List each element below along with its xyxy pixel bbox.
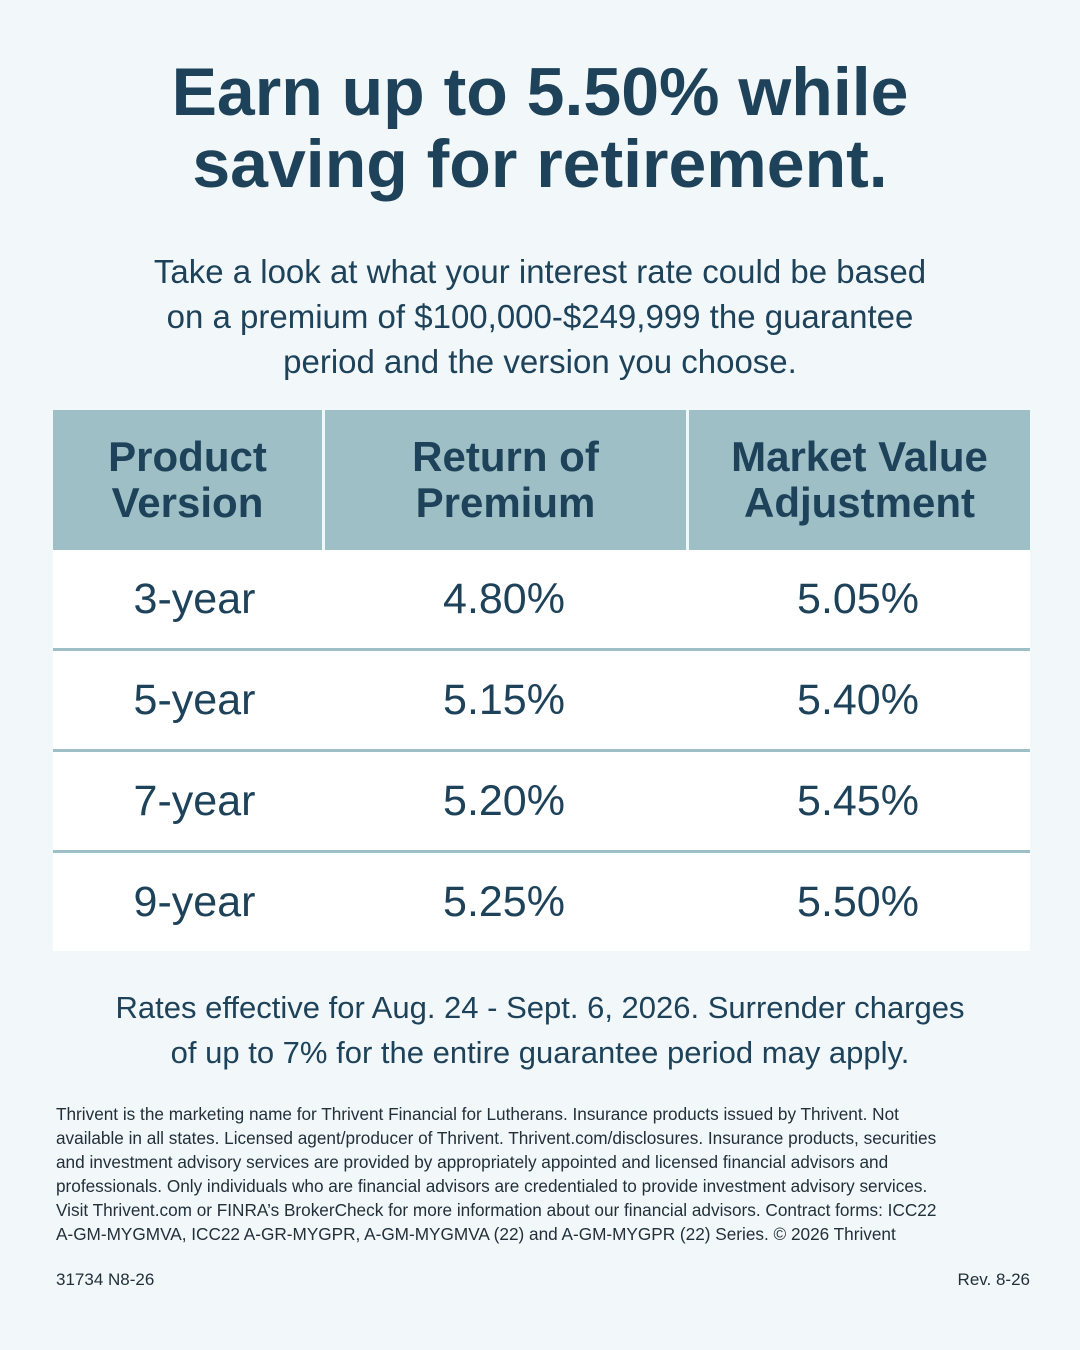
disclosure-line: and investment advisory services are pro… bbox=[56, 1152, 889, 1172]
header-return-of-premium-line-1: Return of bbox=[412, 433, 599, 480]
table-row: 5-year 5.15% 5.40% bbox=[53, 651, 1030, 752]
return-of-premium-cell: 5.25% bbox=[443, 877, 565, 926]
disclosure-line: professionals. Only individuals who are … bbox=[56, 1176, 928, 1196]
legal-disclosure: Thrivent is the marketing name for Thriv… bbox=[56, 1102, 1031, 1246]
version-cell: 7-year bbox=[133, 776, 256, 825]
rates-note-line-2: of up to 7% for the entire guarantee per… bbox=[170, 1035, 910, 1070]
header-market-value-adjustment-line-2: Adjustment bbox=[744, 479, 975, 526]
intro-line-3: period and the version you choose. bbox=[283, 343, 797, 380]
market-value-adjustment-cell: 5.05% bbox=[797, 574, 919, 623]
header-market-value-adjustment: Market Value Adjustment bbox=[686, 410, 1030, 550]
market-value-adjustment-cell: 5.40% bbox=[797, 675, 919, 724]
headline-line-2: saving for retirement. bbox=[192, 126, 888, 202]
header-return-of-premium: Return of Premium bbox=[322, 410, 686, 550]
table-row: 9-year 5.25% 5.50% bbox=[53, 853, 1030, 951]
market-value-adjustment-cell: 5.45% bbox=[797, 776, 919, 825]
header-product-version-line-2: Version bbox=[111, 479, 264, 526]
intro-text: Take a look at what your interest rate c… bbox=[0, 249, 1080, 384]
table-row: 7-year 5.20% 5.45% bbox=[53, 752, 1030, 853]
disclosure-line: A-GM-MYGMVA, ICC22 A-GR-MYGPR, A-GM-MYGM… bbox=[56, 1224, 896, 1244]
table-header-row: Product Version Return of Premium Market… bbox=[53, 410, 1030, 550]
table-row: 3-year 4.80% 5.05% bbox=[53, 550, 1030, 651]
header-product-version: Product Version bbox=[53, 410, 322, 550]
version-cell: 9-year bbox=[133, 877, 256, 926]
revision-label: Rev. 8-26 bbox=[957, 1270, 1030, 1289]
rates-note: Rates effective for Aug. 24 - Sept. 6, 2… bbox=[0, 985, 1080, 1075]
intro-line-1: Take a look at what your interest rate c… bbox=[153, 253, 927, 290]
rate-table: Product Version Return of Premium Market… bbox=[53, 410, 1030, 951]
return-of-premium-cell: 5.15% bbox=[443, 675, 565, 724]
version-cell: 3-year bbox=[133, 574, 256, 623]
market-value-adjustment-cell: 5.50% bbox=[797, 877, 919, 926]
rates-note-line-1: Rates effective for Aug. 24 - Sept. 6, 2… bbox=[115, 990, 965, 1025]
version-cell: 5-year bbox=[133, 675, 256, 724]
header-market-value-adjustment-line-1: Market Value bbox=[731, 433, 988, 480]
intro-line-2: on a premium of $100,000-$249,999 the gu… bbox=[166, 298, 914, 335]
return-of-premium-cell: 5.20% bbox=[443, 776, 565, 825]
disclosure-line: Visit Thrivent.com or FINRA’s BrokerChec… bbox=[56, 1200, 937, 1220]
return-of-premium-cell: 4.80% bbox=[443, 574, 565, 623]
disclosure-line: available in all states. Licensed agent/… bbox=[56, 1128, 937, 1148]
disclosure-line: Thrivent is the marketing name for Thriv… bbox=[56, 1104, 899, 1124]
document-code: 31734 N8-26 bbox=[56, 1270, 155, 1289]
header-product-version-line-1: Product bbox=[108, 433, 267, 480]
header-return-of-premium-line-2: Premium bbox=[415, 479, 596, 526]
headline: Earn up to 5.50% while saving for retire… bbox=[0, 56, 1080, 200]
headline-line-1: Earn up to 5.50% while bbox=[171, 54, 909, 130]
